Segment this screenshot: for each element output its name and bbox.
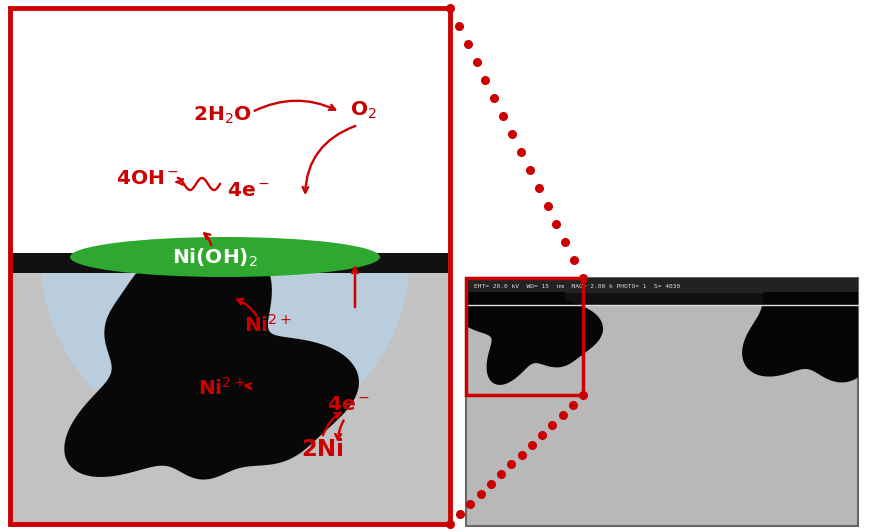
Bar: [12, 267, 448, 522]
Polygon shape: [65, 273, 359, 479]
Text: 4e$^-$: 4e$^-$: [227, 180, 269, 200]
Text: EHT= 20.0 kV  WD= 15  nm  MAG= 2.00 k PHOTO= 1  S= 4030: EHT= 20.0 kV WD= 15 nm MAG= 2.00 k PHOTO…: [474, 284, 680, 288]
Text: Ni$^{2+}$: Ni$^{2+}$: [198, 377, 246, 399]
Text: 2H$_2$O: 2H$_2$O: [193, 104, 251, 126]
Bar: [12, 253, 448, 273]
Text: 4e$^-$: 4e$^-$: [326, 395, 370, 414]
Polygon shape: [40, 255, 410, 445]
Bar: [10, 8, 450, 524]
Text: Ni$^{2+}$: Ni$^{2+}$: [244, 314, 292, 336]
Polygon shape: [742, 292, 858, 383]
Text: O$_2$: O$_2$: [350, 99, 377, 121]
Text: 2Ni: 2Ni: [302, 438, 344, 461]
Bar: [466, 293, 858, 305]
Text: 4OH$^-$: 4OH$^-$: [116, 169, 180, 187]
Ellipse shape: [70, 237, 380, 277]
Bar: [466, 278, 583, 395]
Polygon shape: [467, 292, 603, 385]
Text: Ni(OH)$_2$: Ni(OH)$_2$: [172, 247, 258, 269]
Bar: [10, 8, 450, 524]
Bar: [466, 278, 858, 526]
Bar: [466, 278, 858, 293]
